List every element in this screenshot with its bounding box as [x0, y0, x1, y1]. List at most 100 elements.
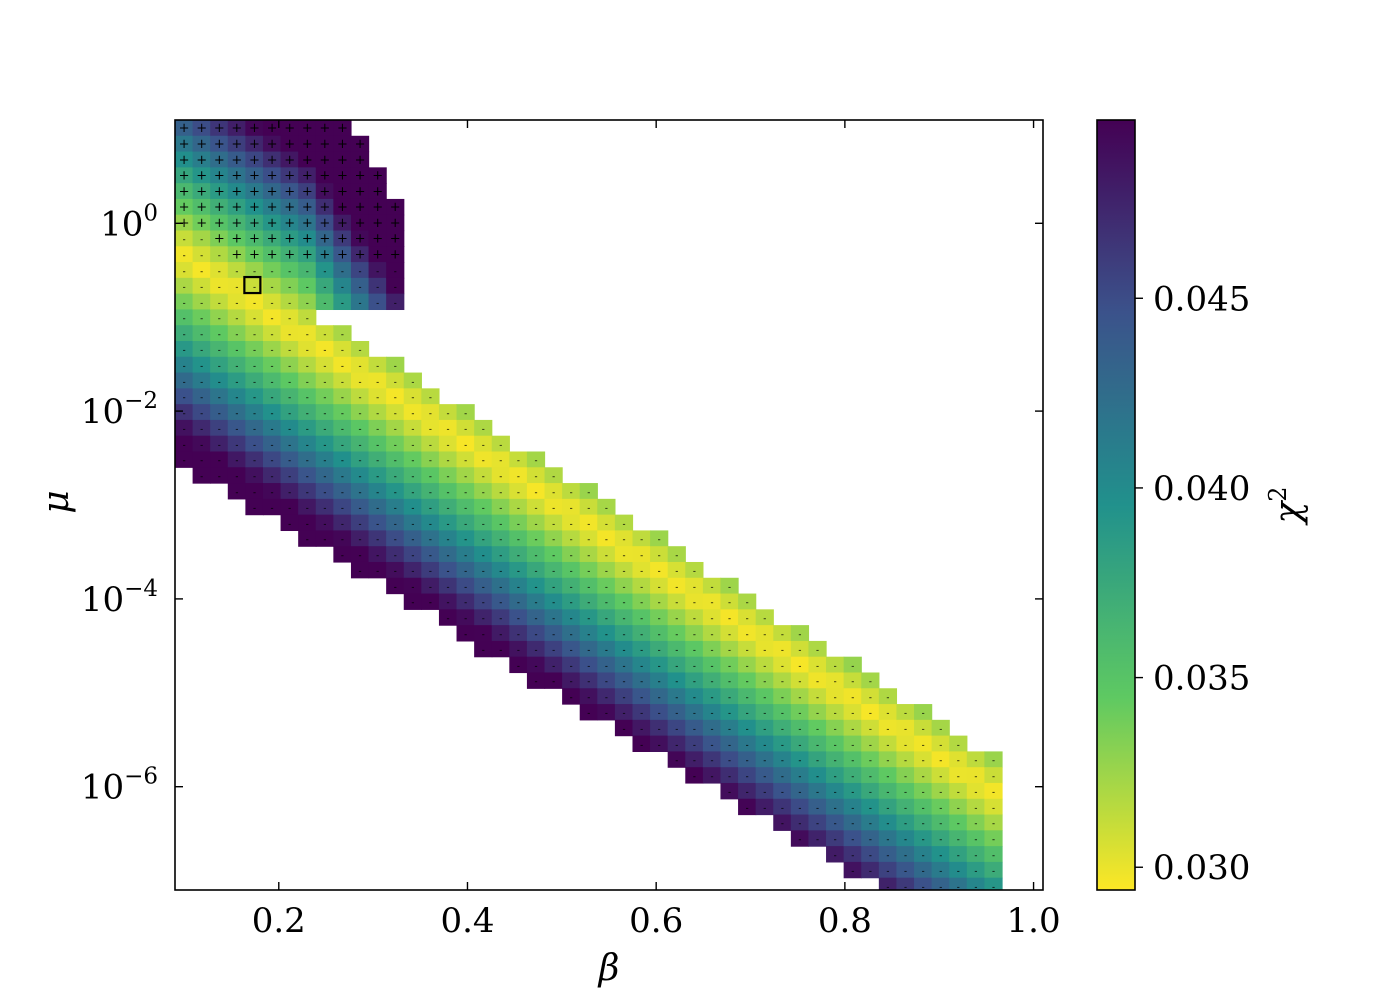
heatmap-cell [298, 135, 317, 153]
heatmap-cell [210, 262, 229, 279]
heatmap-cell [509, 561, 528, 579]
sign-marker: + [231, 153, 242, 168]
heatmap-cell [861, 719, 880, 737]
heatmap-cell [755, 735, 774, 752]
sign-marker: - [341, 441, 344, 451]
heatmap-cell [562, 514, 581, 532]
sign-marker: + [267, 153, 278, 168]
sign-marker: - [658, 551, 661, 561]
heatmap-cell [632, 672, 651, 689]
heatmap-cell [966, 782, 986, 800]
sign-marker: - [271, 315, 274, 325]
sign-marker: - [323, 378, 326, 388]
sign-marker: - [746, 693, 749, 703]
heatmap-cell [280, 262, 299, 279]
heatmap-cell [949, 735, 968, 752]
heatmap-cell [738, 751, 757, 768]
sign-marker: - [183, 346, 186, 356]
heatmap-cell [298, 167, 317, 184]
sign-marker: - [886, 867, 889, 877]
heatmap-cell [368, 372, 387, 389]
heatmap-cell [438, 561, 458, 579]
sign-marker: + [372, 216, 383, 231]
heatmap-cell [773, 798, 792, 816]
heatmap-cell [280, 467, 299, 484]
heatmap-cell [474, 419, 493, 437]
heatmap-cell [456, 467, 475, 484]
sign-marker: - [464, 630, 467, 640]
heatmap-cell [315, 135, 334, 153]
sign-marker: - [693, 646, 696, 656]
sign-marker: - [605, 662, 608, 672]
heatmap-cell [280, 356, 299, 374]
sign-marker: - [482, 599, 485, 609]
sign-marker: - [341, 551, 344, 561]
sign-marker: - [499, 630, 502, 640]
sign-marker: - [306, 283, 309, 293]
sign-marker: - [746, 772, 749, 782]
heatmap-cell [632, 577, 651, 595]
heatmap-cell [368, 514, 387, 532]
sign-marker: - [429, 567, 432, 577]
heatmap-cell [298, 183, 317, 200]
heatmap-cell [685, 672, 704, 689]
sign-marker: + [284, 200, 295, 215]
heatmap-cell [843, 814, 862, 831]
heatmap-cell [175, 356, 194, 374]
sign-marker: - [359, 520, 362, 530]
heatmap-cell [896, 719, 915, 737]
heatmap-cell [227, 135, 246, 153]
sign-marker: + [249, 169, 260, 184]
heatmap-cell [509, 640, 528, 658]
heatmap-cell [931, 782, 950, 800]
sign-marker: - [253, 299, 256, 309]
sign-marker: + [337, 184, 348, 199]
heatmap-cell [984, 861, 1003, 879]
heatmap-cell [368, 167, 387, 184]
heatmap-cell [685, 640, 704, 658]
sign-marker: - [482, 536, 485, 546]
heatmap-cell [315, 340, 334, 358]
sign-marker: - [429, 536, 432, 546]
sign-marker: - [429, 504, 432, 514]
sign-marker: + [196, 153, 207, 168]
heatmap-cell [949, 846, 968, 863]
sign-marker: - [218, 441, 221, 451]
sign-marker: - [499, 536, 502, 546]
heatmap-cell [632, 656, 651, 674]
heatmap-cell [350, 483, 370, 500]
heatmap-cell [685, 688, 704, 705]
sign-marker: - [183, 394, 186, 404]
sign-marker: - [235, 488, 238, 498]
heatmap-cell [579, 530, 598, 547]
sign-marker: + [372, 200, 383, 215]
sign-marker: - [798, 741, 801, 751]
heatmap-cell [192, 167, 211, 184]
sign-marker: - [675, 709, 678, 719]
heatmap-cell [667, 751, 686, 768]
sign-marker: - [218, 425, 221, 435]
sign-marker: - [746, 725, 749, 735]
sign-marker: - [605, 583, 608, 593]
heatmap-cell [702, 609, 722, 626]
sign-marker: - [323, 472, 326, 482]
sign-marker: - [834, 772, 837, 782]
heatmap-cell [650, 625, 669, 642]
sign-marker: - [658, 583, 661, 593]
sign-marker: - [323, 267, 326, 277]
heatmap-cell [984, 877, 1003, 890]
sign-marker: + [179, 200, 190, 215]
sign-marker: - [534, 520, 537, 530]
sign-marker: - [693, 757, 696, 767]
heatmap-cell [350, 404, 370, 421]
sign-marker: - [675, 583, 678, 593]
sign-marker: + [390, 247, 401, 262]
heatmap-cell [280, 514, 299, 532]
heatmap-cell [368, 546, 387, 563]
heatmap-cell [738, 767, 757, 784]
sign-marker: - [534, 599, 537, 609]
heatmap-cell [491, 609, 510, 626]
sign-marker: - [288, 267, 291, 277]
sign-marker: - [834, 757, 837, 767]
heatmap-cell [914, 830, 933, 847]
